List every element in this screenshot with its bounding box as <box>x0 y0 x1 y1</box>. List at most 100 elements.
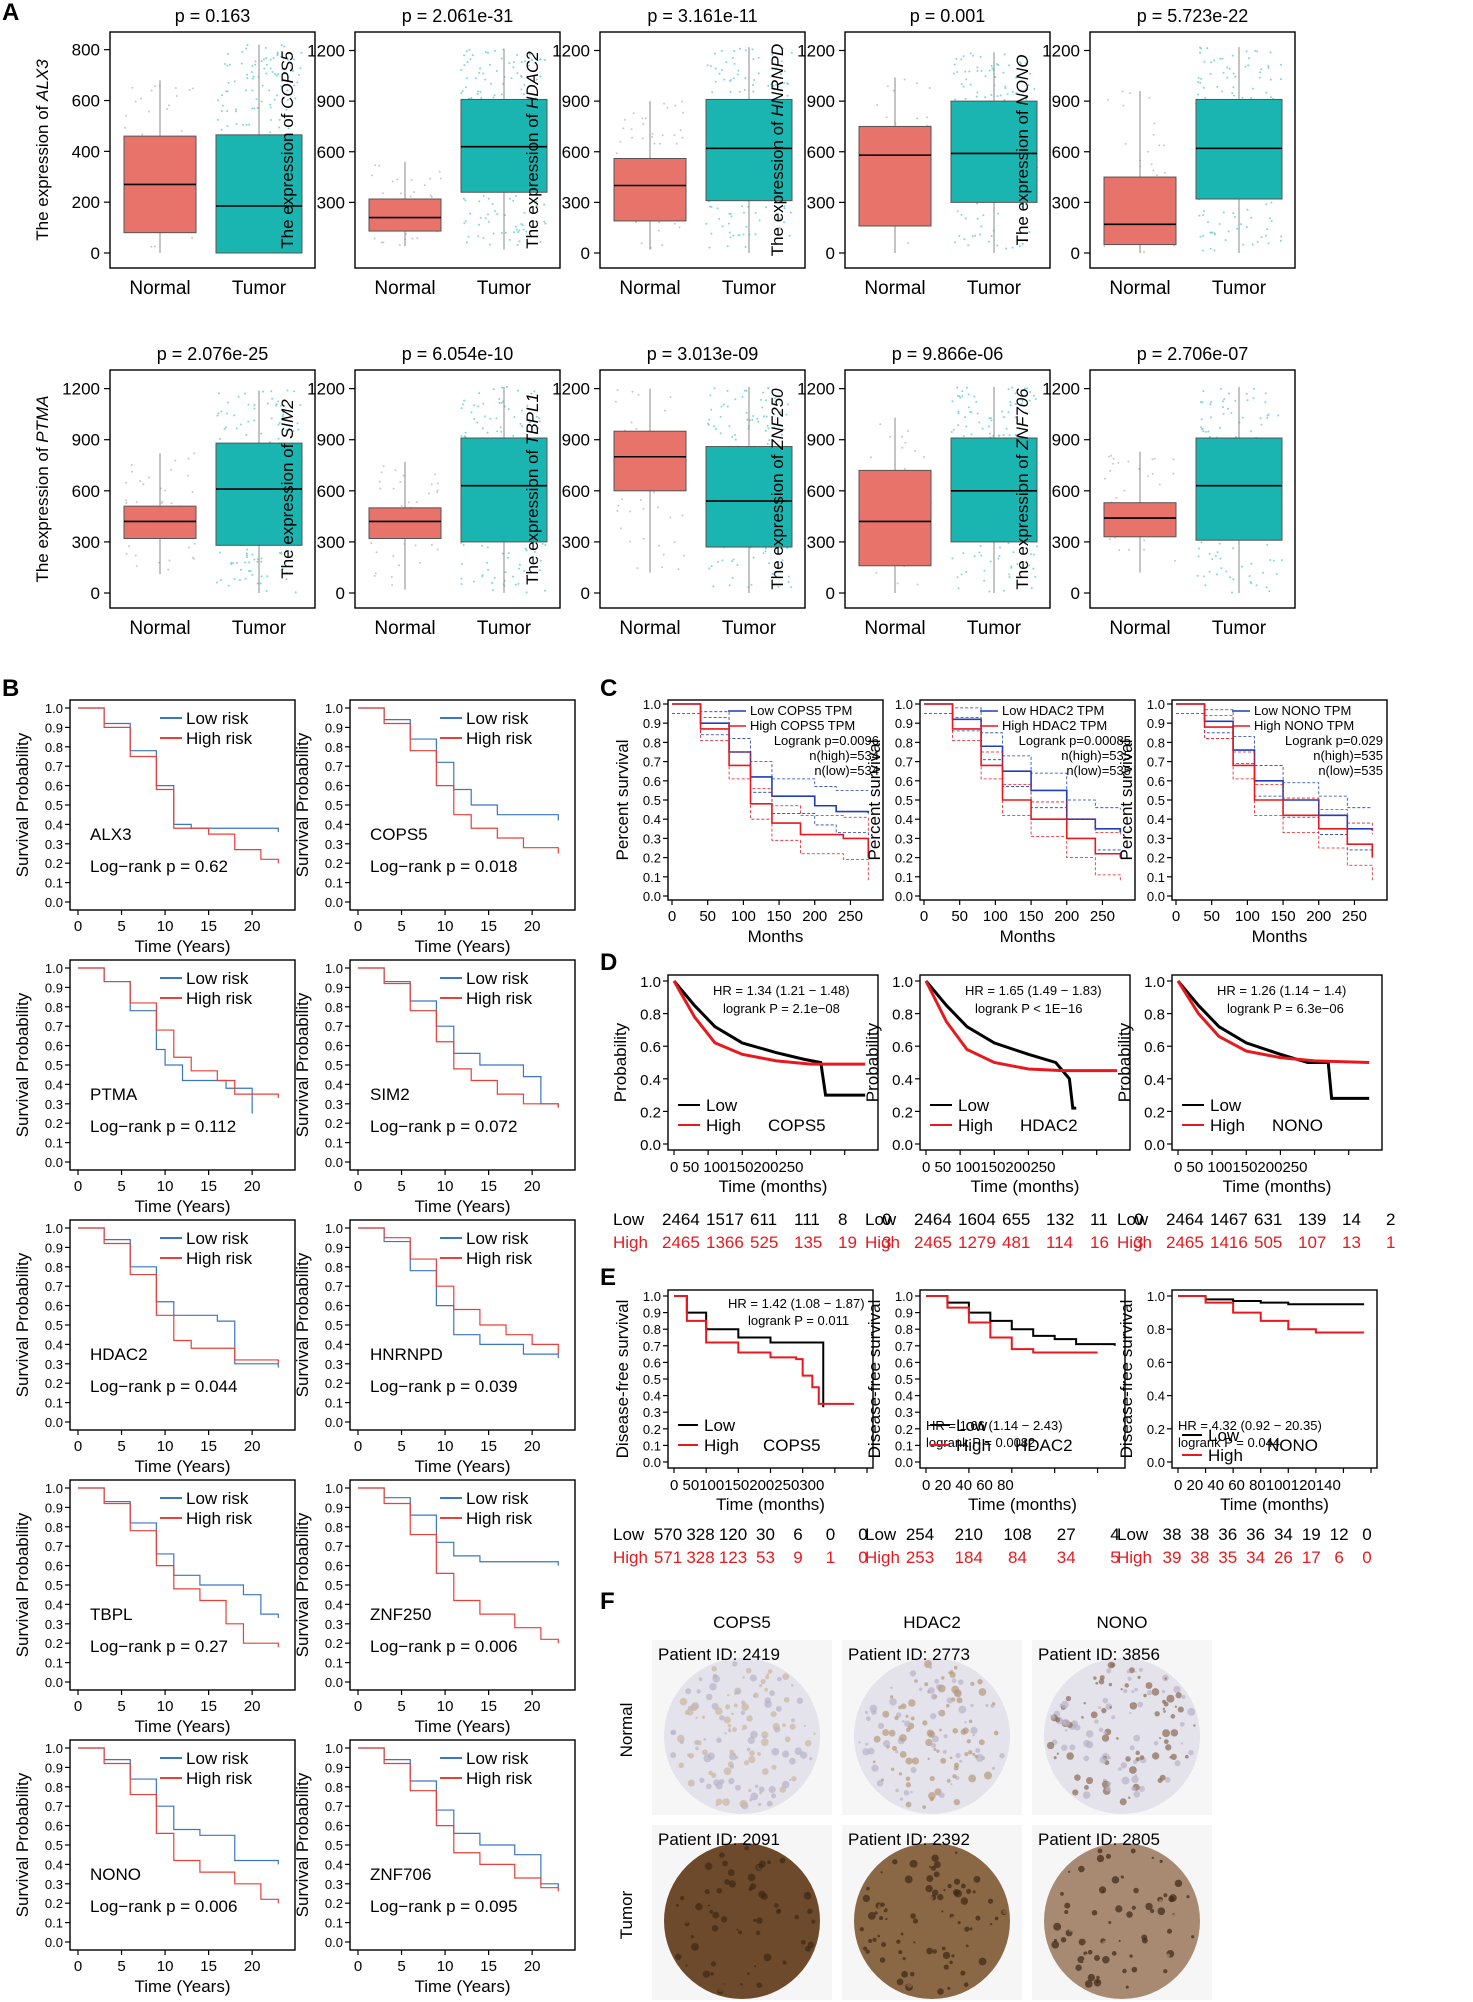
stain-dot <box>953 1798 961 1806</box>
jitter-point <box>1233 94 1236 97</box>
jitter-point <box>758 219 761 222</box>
stain-dot <box>972 1890 976 1894</box>
jitter-point <box>979 544 982 547</box>
panel-d-kmplot-os: 0.00.20.40.60.81.00 50 100150200250Time … <box>611 974 1395 1252</box>
stain-dot <box>712 1911 720 1919</box>
jitter-point <box>1143 539 1146 542</box>
survival-plot-znf250: 0.00.10.20.30.40.50.60.70.80.91.00 5 10 15 2… <box>293 1479 576 1736</box>
jitter-point <box>516 243 519 246</box>
jitter-point <box>1222 71 1225 74</box>
stain-dot <box>868 1938 873 1944</box>
jitter-point <box>1196 93 1199 96</box>
stain-dot <box>1132 1759 1138 1765</box>
jitter-point <box>512 66 515 69</box>
stain-dot <box>796 1889 804 1897</box>
normal-box <box>858 125 932 227</box>
jitter-point <box>414 544 417 547</box>
y-axis-label: Survival Probability <box>13 992 32 1137</box>
y-tick-label: 0.8 <box>895 735 913 750</box>
jitter-point <box>896 582 899 585</box>
stain-dot <box>708 1891 716 1899</box>
legend-high-label: High <box>1208 1446 1243 1465</box>
stain-dot <box>1083 1755 1090 1762</box>
y-axis-label: Disease-free survival <box>1117 1300 1136 1459</box>
y-tick-label: 0.3 <box>895 831 913 846</box>
stain-dot <box>719 1715 725 1721</box>
stain-dot <box>934 1678 940 1684</box>
x-axis-label: Time (months) <box>719 1177 828 1196</box>
stain-dot <box>929 1917 932 1921</box>
gene-label: PTMA <box>90 1085 138 1104</box>
jitter-point <box>492 388 495 391</box>
jitter-point <box>392 554 395 557</box>
x-tick-label: 200 <box>802 908 827 925</box>
jitter-point <box>277 437 280 440</box>
jitter-point <box>125 499 128 502</box>
jitter-point <box>272 56 275 59</box>
y-tick-label: 0.3 <box>45 1357 63 1372</box>
panel-e-kmplot-dfs: 0.00.10.20.30.40.50.60.70.80.91.00 50100… <box>613 1289 1378 1567</box>
jitter-point <box>1001 410 1004 413</box>
jitter-point <box>960 573 963 576</box>
stain-dot <box>1163 1893 1168 1898</box>
stain-dot <box>749 1674 757 1682</box>
y-tick-label: 0.7 <box>45 1799 63 1814</box>
stain-dot <box>1124 1683 1129 1688</box>
jitter-point <box>253 404 256 407</box>
jitter-point <box>1246 399 1249 402</box>
jitter-point <box>957 410 960 413</box>
y-tick-label: 0.1 <box>325 1136 343 1151</box>
logrank-label: Log−rank p = 0.044 <box>90 1377 237 1396</box>
jitter-point <box>728 231 731 234</box>
y-tick-label: 0.6 <box>325 1299 343 1314</box>
x-axis-label: Time (Years) <box>414 1977 510 1996</box>
y-tick-label: 0.9 <box>325 1240 343 1255</box>
jitter-point <box>225 90 228 93</box>
stain-dot <box>1083 1959 1087 1963</box>
jitter-point <box>275 74 278 77</box>
stain-dot <box>1093 1978 1102 1987</box>
x-tick-label: 15 <box>480 1438 497 1455</box>
jitter-point <box>491 588 494 591</box>
stain-dot <box>968 1719 973 1724</box>
stain-dot <box>679 1895 685 1901</box>
jitter-point <box>995 62 998 65</box>
stain-dot <box>685 1688 692 1695</box>
stain-dot <box>939 1792 945 1798</box>
stain-dot <box>1111 1715 1116 1720</box>
plot-frame <box>354 369 561 609</box>
stain-dot <box>912 1918 919 1924</box>
tumor-label: Tumor <box>722 278 777 299</box>
stain-dot <box>747 1972 750 1975</box>
stain-dot <box>931 1889 939 1896</box>
jitter-point <box>217 118 220 121</box>
stain-dot <box>968 1872 973 1877</box>
x-tick-labels: 0 50 100150200250 <box>1174 1159 1307 1176</box>
risk-high-value: 2465 <box>914 1233 952 1252</box>
stain-dot <box>774 1903 779 1908</box>
jitter-point <box>1015 92 1018 95</box>
risk-low-value: 27 <box>1057 1525 1076 1544</box>
jitter-point <box>1214 555 1217 558</box>
jitter-point <box>1226 66 1229 69</box>
jitter-point <box>669 396 672 399</box>
stain-dot <box>1127 1925 1132 1931</box>
jitter-point <box>500 93 503 96</box>
y-tick-label: 0.4 <box>45 1597 63 1612</box>
y-tick-label: 1.0 <box>1147 1289 1165 1304</box>
gene-label: NONO <box>90 1865 141 1884</box>
stain-dot <box>788 1757 796 1765</box>
jitter-point <box>516 72 519 75</box>
y-tick-label: 1200 <box>1042 380 1080 399</box>
stain-dot <box>1054 1887 1057 1890</box>
y-tick-label: 0.8 <box>325 1520 343 1535</box>
y-tick-label: 0.2 <box>45 856 63 871</box>
jitter-point <box>742 233 745 236</box>
y-tick-label: 0.0 <box>45 1415 63 1430</box>
y-tick-label: 0.2 <box>45 1896 63 1911</box>
y-tick-label: 0.8 <box>892 1007 913 1024</box>
jitter-point <box>460 583 463 586</box>
jitter-point <box>661 566 664 569</box>
stain-dot <box>710 1961 717 1967</box>
jitter-point <box>1241 565 1244 568</box>
